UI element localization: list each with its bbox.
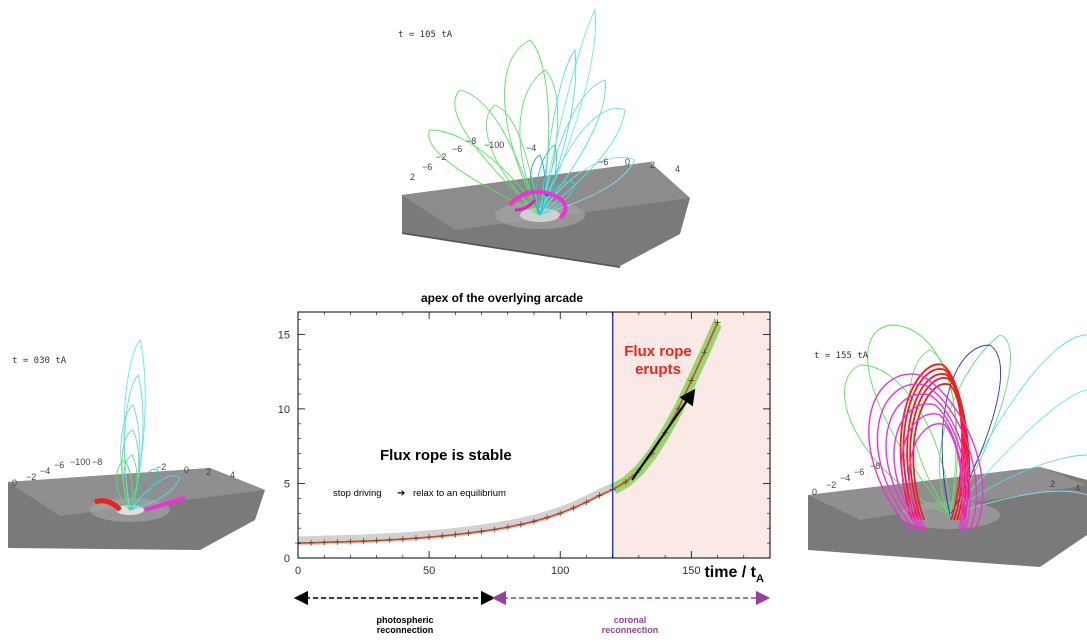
- x-tick-label: 0: [295, 565, 301, 577]
- axis-tick: −8: [92, 457, 102, 467]
- data-point: [452, 531, 459, 538]
- panel-t030: t = 030 tA 0 −2 −4 −6 −100 −8 −2 0 2: [0, 320, 275, 560]
- phase-arrows: [293, 590, 771, 606]
- x-tick-label: 50: [423, 565, 435, 577]
- data-point: [622, 478, 629, 485]
- axis-tick: −8: [466, 136, 476, 146]
- field-lines-3d-top: 2 −6 −2 −6 −8 −100 −4 −6 0 2 4: [402, 8, 690, 268]
- axis-tick: −6: [452, 144, 462, 154]
- field-lines-3d-left: 0 −2 −4 −6 −100 −8 −2 0 2 4: [8, 338, 265, 550]
- apex-height-chart: apex of the overlying arcade 0 50 100 150 0…: [278, 291, 771, 585]
- photospheric-label-line1: photospheric: [376, 615, 434, 625]
- field-lines-3d-right: 0 −2 −4 −6 −8 2 4: [808, 324, 1087, 567]
- data-point: [321, 539, 328, 546]
- data-point: [439, 532, 446, 539]
- y-tick-label: 5: [284, 478, 290, 490]
- photospheric-label-line2: reconnection: [376, 625, 434, 635]
- axis-tick: 2: [410, 172, 415, 182]
- data-point: [504, 524, 511, 531]
- data-point: [688, 377, 695, 384]
- axis-tick: 2: [650, 160, 655, 170]
- axis-tick: −6: [422, 162, 432, 172]
- data-point: [399, 536, 406, 543]
- panel-t105: t = 105 tA 2 −6 −2 −6: [380, 0, 710, 270]
- data-point: [570, 505, 577, 512]
- axis-tick: 2: [1050, 479, 1055, 489]
- x-axis-label: time / tA: [704, 564, 764, 585]
- erupts-annotation-line1: Flux rope: [624, 343, 692, 360]
- axis-tick: 4: [1075, 483, 1080, 493]
- x-tick-label: 100: [551, 565, 569, 577]
- axis-tick: −4: [526, 143, 536, 153]
- y-axis: 0 5 10 15: [278, 319, 770, 565]
- data-point: [544, 514, 551, 521]
- data-point: [413, 535, 419, 542]
- axis-tick: −4: [40, 466, 50, 476]
- data-point: [531, 518, 537, 525]
- data-point: [334, 538, 341, 545]
- axis-tick: 0: [12, 478, 17, 488]
- axis-tick: −2: [826, 480, 836, 490]
- data-point: [701, 349, 708, 356]
- axis-tick: −8: [870, 461, 880, 471]
- axis-tick: −2: [156, 462, 166, 472]
- data-point: [465, 530, 472, 537]
- axis-tick: −6: [598, 157, 608, 167]
- data-point: [426, 534, 433, 541]
- axis-tick: −100: [484, 140, 504, 150]
- coronal-label-line2: reconnection: [601, 625, 659, 635]
- erupts-annotation-line2: erupts: [635, 361, 681, 378]
- axis-tick: −6: [54, 460, 64, 470]
- data-point: [517, 521, 524, 528]
- axis-tick: 0: [184, 465, 189, 475]
- data-point: [386, 536, 393, 543]
- green-band: [609, 317, 722, 494]
- axis-tick: 4: [230, 470, 235, 480]
- data-point: [557, 510, 564, 517]
- relax-annotation-left: stop driving: [333, 488, 382, 499]
- data-point: [360, 538, 367, 545]
- x-tick-label: 150: [682, 565, 700, 577]
- axis-tick: 4: [675, 164, 680, 174]
- axis-tick: 2: [206, 467, 211, 477]
- panel-t155: t = 155 tA: [800, 305, 1087, 570]
- axis-tick: −100: [70, 457, 90, 467]
- data-point: [714, 319, 721, 326]
- time-label-top: t = 105 tA: [398, 30, 453, 40]
- y-tick-label: 15: [278, 329, 290, 341]
- coronal-label-line1: coronal: [613, 615, 647, 625]
- time-label-left: t = 030 tA: [12, 356, 67, 366]
- data-point: [583, 499, 590, 506]
- x-axis: 0 50 100 150: [295, 312, 745, 577]
- data-point: [347, 538, 354, 545]
- eruption-shaded-region: [612, 312, 770, 558]
- data-point: [308, 539, 315, 546]
- axis-tick: 0: [812, 487, 817, 497]
- coronal-label: coronal reconnection: [570, 615, 690, 635]
- stable-annotation: Flux rope is stable: [380, 447, 512, 464]
- axis-tick: 0: [625, 157, 630, 167]
- axis-tick: −6: [854, 467, 864, 477]
- data-point: [478, 528, 485, 535]
- data-point: [373, 537, 380, 544]
- y-tick-label: 10: [278, 404, 290, 416]
- time-label-right: t = 155 tA: [814, 351, 869, 361]
- relax-annotation-right: relax to an equilibrium: [413, 488, 506, 499]
- photospheric-label: photospheric reconnection: [345, 615, 465, 635]
- chart-title: apex of the overlying arcade: [421, 291, 583, 305]
- axis-tick: −4: [840, 473, 850, 483]
- eruption-arrow: [631, 388, 696, 481]
- axis-tick: −2: [26, 472, 36, 482]
- relax-arrow: ➔: [397, 488, 405, 499]
- data-point: [491, 526, 498, 533]
- y-tick-label: 0: [284, 553, 290, 565]
- axis-tick: −2: [436, 152, 446, 162]
- data-point: [596, 492, 603, 499]
